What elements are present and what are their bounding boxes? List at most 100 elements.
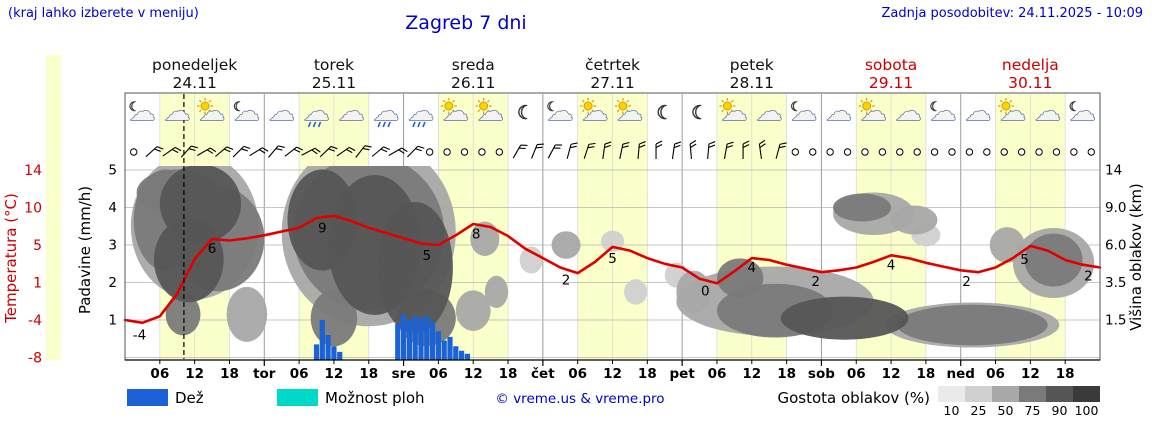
barb-stroke bbox=[259, 149, 266, 154]
day-abbr-label: sre bbox=[392, 366, 416, 382]
temp-value-label: 5 bbox=[608, 251, 617, 267]
rain-bar bbox=[447, 336, 453, 360]
barb-stroke bbox=[622, 141, 630, 145]
barb-stroke bbox=[319, 146, 332, 158]
wind-barb-icon bbox=[319, 145, 338, 158]
temp-value-label: 2 bbox=[811, 274, 820, 290]
day-date: 28.11 bbox=[730, 74, 774, 92]
sun-ray bbox=[442, 109, 446, 113]
barb-stroke bbox=[723, 144, 728, 159]
calm-wind-icon bbox=[930, 148, 939, 156]
calm-wind-icon bbox=[1070, 148, 1078, 156]
moon-glyph: ☾ bbox=[691, 102, 708, 124]
day-name: četrtek bbox=[585, 56, 640, 74]
sun-cloud-icon: ☁ bbox=[197, 96, 226, 128]
day-name: nedelja bbox=[1002, 56, 1059, 74]
hour-label: 18 bbox=[220, 366, 239, 382]
cloud-shade-box bbox=[1019, 386, 1046, 402]
sun-core bbox=[583, 101, 593, 111]
barb-stroke bbox=[555, 144, 563, 146]
rain-bar bbox=[406, 320, 412, 360]
precip-tick-label: 3 bbox=[108, 238, 117, 254]
barb-stroke bbox=[348, 146, 356, 152]
cloud-tick-label: 9.0 bbox=[1105, 200, 1126, 216]
sun-ray bbox=[1009, 99, 1013, 103]
cloud-density-legend-label: Gostota oblakov (%) bbox=[777, 389, 930, 407]
moon-glyph: ☾ bbox=[233, 100, 245, 115]
sun-cloud-icon: ☁ bbox=[719, 96, 748, 128]
cloud-blob bbox=[519, 246, 543, 274]
barb-stroke bbox=[619, 144, 624, 159]
rain-cloud-icon: ☁ bbox=[407, 96, 434, 127]
barb-stroke bbox=[775, 144, 781, 159]
temp-value-label: 2 bbox=[562, 272, 571, 288]
day-abbr-label: ned bbox=[946, 366, 974, 382]
hour-label: 18 bbox=[359, 366, 378, 382]
cloud-glyph: ☁ bbox=[1070, 97, 1096, 127]
cloud-blob bbox=[896, 304, 1048, 346]
barb-stroke bbox=[604, 144, 611, 149]
barb-stroke bbox=[531, 144, 538, 159]
barb-stroke bbox=[689, 143, 693, 160]
cloud-glyph: ☁ bbox=[547, 97, 573, 127]
sun-ray bbox=[487, 99, 490, 103]
temp-value-label: 6 bbox=[208, 241, 217, 257]
hour-label: 12 bbox=[882, 366, 901, 382]
barb-stroke bbox=[156, 146, 164, 150]
copyright-link[interactable]: © vreme.us & vreme.pro bbox=[495, 391, 665, 407]
moon-glyph: ☾ bbox=[929, 100, 941, 115]
barb-stroke bbox=[512, 144, 522, 159]
barb-stroke bbox=[301, 147, 316, 156]
calm-wind-icon bbox=[1052, 148, 1061, 156]
precip-tick-label: 4 bbox=[108, 200, 117, 216]
barb-stroke bbox=[388, 147, 403, 156]
hour-label: 18 bbox=[638, 366, 657, 382]
barb-stroke bbox=[778, 145, 786, 149]
wind-barb-icon bbox=[723, 141, 734, 159]
temp-axis-title: Temperatura (°C) bbox=[2, 193, 20, 324]
barb-stroke bbox=[587, 146, 595, 149]
cloud-blob bbox=[484, 275, 509, 308]
sun-ray bbox=[730, 99, 734, 103]
barb-stroke bbox=[226, 146, 234, 151]
barb-stroke bbox=[268, 145, 279, 158]
cloud-blob bbox=[624, 279, 648, 305]
barb-stroke bbox=[637, 143, 640, 160]
barb-stroke bbox=[622, 145, 629, 149]
calm-wind-icon bbox=[809, 148, 817, 156]
precip-tick-label: 2 bbox=[108, 275, 117, 291]
rain-bar bbox=[441, 340, 447, 360]
moon-glyph: ☾ bbox=[517, 102, 534, 124]
barb-stroke bbox=[383, 146, 390, 151]
cloud-glyph: ☁ bbox=[861, 97, 887, 127]
cloud-density-scale bbox=[938, 386, 1100, 402]
rain-bar bbox=[459, 350, 465, 360]
day-name: torek bbox=[314, 56, 354, 74]
cloud-icon: ☁ bbox=[965, 96, 992, 127]
rain-bar bbox=[400, 314, 407, 360]
hour-label: 18 bbox=[1056, 366, 1075, 382]
wind-barb-icon bbox=[531, 143, 544, 159]
sun-ray bbox=[487, 109, 490, 113]
calm-wind-icon bbox=[1087, 148, 1095, 156]
cloud-blob bbox=[780, 296, 909, 340]
temp-tick-label: -8 bbox=[28, 351, 42, 367]
barb-stroke bbox=[655, 144, 663, 148]
hour-label: 06 bbox=[986, 366, 1005, 382]
sun-ray bbox=[477, 109, 481, 113]
wind-barb-icon bbox=[180, 145, 198, 158]
hour-label: 12 bbox=[185, 366, 204, 382]
barb-stroke bbox=[604, 141, 612, 145]
calm-wind-icon bbox=[478, 148, 486, 156]
wind-barb-icon bbox=[707, 141, 716, 160]
sun-core bbox=[618, 101, 628, 111]
last-update: Zadnja posodobitev: 24.11.2025 - 10:09 bbox=[881, 6, 1143, 21]
cloud-glyph: ☁ bbox=[617, 97, 643, 127]
day-name: ponedeljek bbox=[152, 56, 237, 74]
wind-barb-icon bbox=[742, 140, 750, 159]
cloud-glyph: ☁ bbox=[1000, 97, 1026, 127]
rain-bar bbox=[435, 331, 441, 360]
hour-label: 12 bbox=[325, 366, 344, 382]
wind-barb-icon bbox=[583, 142, 596, 159]
